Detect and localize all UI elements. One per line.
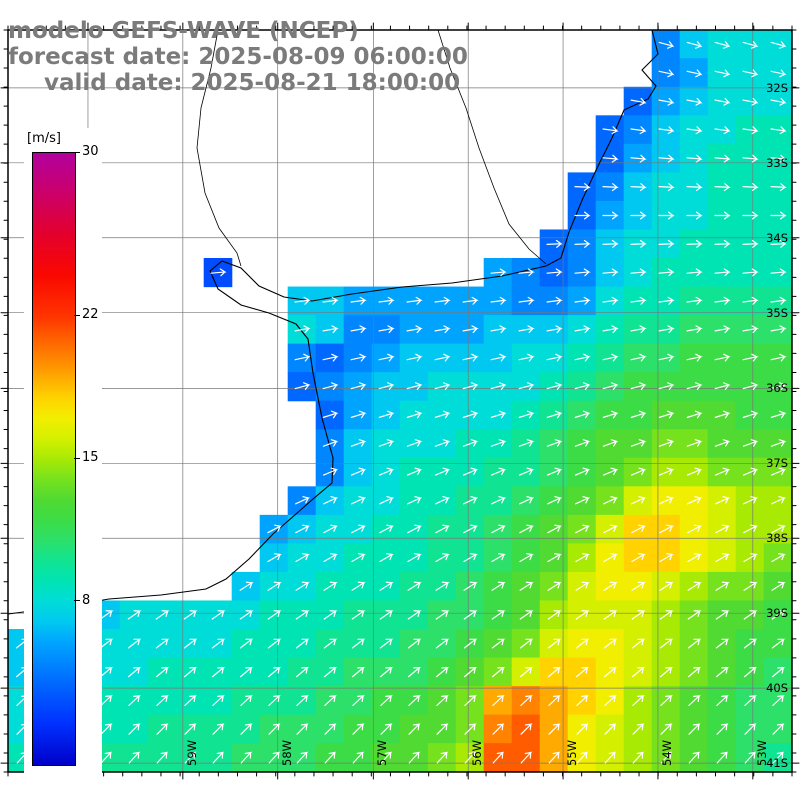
- forecast-date-line: forecast date: 2025-08-09 06:00:00: [8, 44, 468, 70]
- colorbar-tick-label: 8: [82, 592, 91, 608]
- colorbar-gradient: [32, 152, 76, 766]
- colorbar-tick-label: 22: [82, 307, 99, 323]
- colorbar-tick-mark: [74, 600, 80, 602]
- valid-date-line: valid date: 2025-08-21 18:00:00: [44, 70, 461, 96]
- colorbar-tick-mark: [74, 457, 80, 459]
- header: modelo GEFS-WAVE (NCEP) forecast date: 2…: [8, 18, 468, 96]
- colorbar-tick-label: 30: [82, 144, 99, 159]
- colorbar-tick-label: 15: [82, 450, 99, 465]
- colorbar-tick-mark: [74, 151, 80, 153]
- colorbar-unit-label: [m/s]: [27, 131, 61, 146]
- colorbar-tick-mark: [74, 314, 80, 316]
- model-title: modelo GEFS-WAVE (NCEP): [8, 18, 359, 44]
- colorbar: [m/s] 30 22 15 8: [24, 128, 102, 780]
